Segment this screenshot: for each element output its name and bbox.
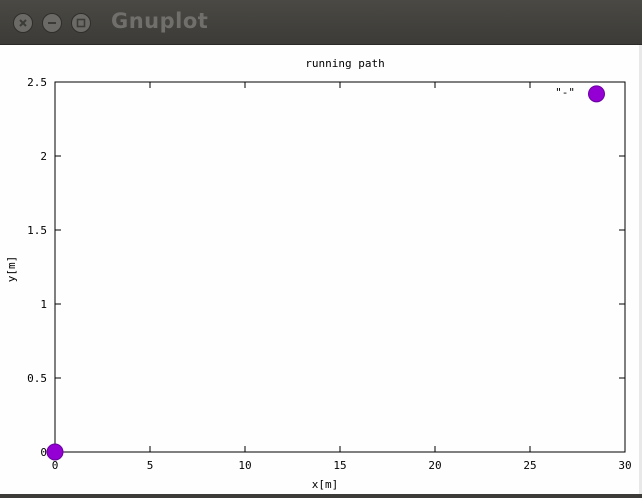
y-tick-label: 1.5 — [27, 224, 47, 237]
y-tick-label: 2.5 — [27, 76, 47, 89]
window-edge — [639, 45, 642, 494]
y-tick-label: 2 — [40, 150, 47, 163]
window-title: Gnuplot — [111, 9, 209, 33]
y-axis: 0 0.5 1 1.5 2 2.5 — [27, 76, 625, 459]
data-point — [588, 85, 605, 103]
plot-area: running path 0 5 10 15 20 25 30 0 0.5 1 1.5 2 2.5 x… — [0, 45, 642, 494]
x-axis-label: x[m] — [312, 478, 339, 491]
close-button[interactable] — [13, 13, 33, 33]
y-tick-label: 0.5 — [27, 372, 47, 385]
chart-svg: running path 0 5 10 15 20 25 30 0 0.5 1 1.5 2 2.5 x… — [5, 57, 632, 491]
minimize-icon — [48, 22, 56, 24]
maximize-icon — [76, 18, 86, 28]
x-tick-label: 25 — [523, 459, 536, 472]
x-tick-label: 20 — [428, 459, 441, 472]
maximize-button[interactable] — [71, 13, 91, 33]
data-points — [46, 85, 605, 461]
x-tick-label: 30 — [618, 459, 631, 472]
x-tick-label: 5 — [147, 459, 154, 472]
data-point — [46, 443, 64, 461]
y-tick-label: 1 — [40, 298, 47, 311]
x-tick-label: 15 — [333, 459, 346, 472]
chart-title: running path — [305, 57, 384, 70]
title-bar[interactable]: Gnuplot — [0, 0, 642, 45]
y-tick-label: 0 — [40, 446, 47, 459]
plot-frame — [54, 81, 626, 453]
legend-label: "-" — [555, 86, 575, 99]
close-icon — [19, 19, 27, 27]
y-axis-label: y[m] — [5, 256, 18, 283]
x-axis: 0 5 10 15 20 25 30 — [52, 82, 632, 472]
minimize-button[interactable] — [42, 13, 62, 33]
x-tick-label: 0 — [52, 459, 59, 472]
x-tick-label: 10 — [238, 459, 251, 472]
